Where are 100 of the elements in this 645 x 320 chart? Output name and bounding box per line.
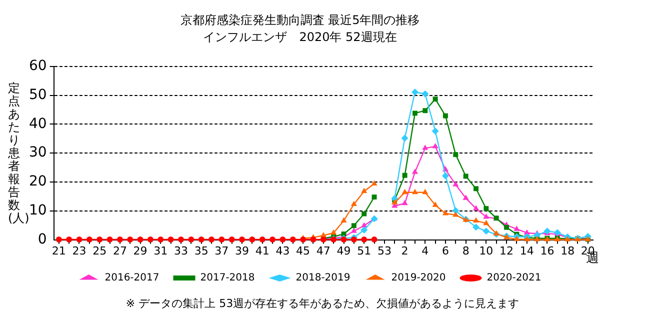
point	[462, 194, 469, 200]
x-tick-label: 33	[174, 244, 188, 258]
chart-title: 京都府感染症発生動向調査 最近5年間の推移	[179, 12, 421, 29]
point	[340, 217, 347, 222]
point	[422, 90, 429, 98]
point	[249, 236, 256, 243]
point	[484, 206, 489, 212]
point	[493, 230, 500, 236]
point	[402, 172, 408, 178]
point	[371, 180, 378, 186]
point	[371, 236, 378, 243]
point	[228, 236, 235, 243]
point	[280, 236, 286, 243]
y-tick-label: 50	[28, 86, 47, 103]
point	[442, 210, 449, 216]
point	[472, 217, 480, 222]
x-tick-label: 31	[154, 244, 168, 258]
x-tick-label: 4	[422, 244, 429, 258]
point	[422, 144, 428, 150]
point	[401, 134, 408, 142]
point	[411, 88, 418, 96]
point	[361, 236, 368, 243]
chart-subtitle: インフルエンザ 2020年 52週現在	[202, 29, 398, 46]
point	[147, 236, 154, 243]
point	[482, 228, 490, 235]
point	[483, 213, 490, 219]
point	[361, 188, 368, 193]
legend-label: 2020-2021	[486, 272, 542, 284]
y-tick-label: 10	[28, 202, 47, 219]
point	[514, 236, 520, 241]
point	[86, 236, 92, 243]
point	[483, 220, 490, 226]
point	[96, 236, 103, 243]
y-tick-label: 40	[28, 116, 47, 132]
point	[259, 236, 266, 243]
point	[66, 236, 72, 243]
x-tick-label: 39	[235, 244, 250, 258]
point	[514, 226, 520, 231]
point	[452, 211, 459, 217]
point	[106, 236, 113, 243]
point	[402, 200, 408, 206]
y-tick-label: 30	[28, 144, 47, 161]
point	[412, 188, 418, 194]
x-tick-label: 21	[52, 244, 66, 258]
x-tick-label: 18	[560, 244, 575, 258]
legend-label: 2019-2020	[391, 272, 446, 284]
point	[360, 226, 368, 234]
x-tick-label: 10	[479, 244, 494, 258]
x-tick-label: 53	[377, 244, 392, 258]
x-tick-label: 41	[255, 244, 270, 258]
x-tick-label: 23	[72, 244, 86, 258]
point	[198, 236, 204, 243]
x-tick-label: 49	[336, 244, 351, 258]
point	[137, 236, 144, 243]
point	[116, 236, 123, 243]
y-tick-label: 20	[28, 174, 47, 190]
point	[432, 202, 438, 207]
point	[290, 236, 296, 243]
legend-label: 2017-2018	[200, 272, 255, 284]
point	[351, 223, 356, 228]
text: ※ データの集計上 53週が存在する年があるため、欠損値があるように見えます	[124, 296, 520, 311]
point	[453, 152, 458, 158]
point	[168, 236, 174, 243]
point	[422, 108, 428, 114]
point	[504, 224, 509, 230]
point	[208, 236, 214, 243]
point	[178, 236, 184, 243]
point	[76, 236, 82, 243]
point	[432, 96, 438, 102]
point	[472, 205, 480, 210]
x-tick-label: 14	[520, 244, 534, 258]
x-tick-label: 37	[214, 244, 229, 258]
point	[422, 188, 428, 194]
point	[218, 236, 225, 243]
text: 定点あたり患者報告数(人)	[8, 81, 30, 225]
x-tick-label: 6	[442, 244, 449, 258]
point	[56, 236, 62, 243]
point	[463, 174, 468, 179]
point	[402, 188, 408, 194]
point	[300, 236, 306, 243]
x-tick-label: 8	[462, 244, 470, 258]
point	[270, 236, 276, 243]
x-tick-label: 25	[92, 244, 107, 258]
point	[443, 113, 448, 118]
x-tick-label: 45	[296, 244, 310, 258]
x-tick-label: 27	[112, 244, 127, 258]
point	[472, 224, 480, 231]
point	[452, 181, 459, 186]
point	[432, 128, 439, 135]
x-tick-label: 35	[194, 244, 208, 258]
point	[310, 236, 316, 243]
point	[350, 236, 357, 243]
point	[350, 200, 357, 206]
point	[412, 110, 418, 116]
point	[442, 172, 449, 180]
x-tick-label: 2	[401, 244, 408, 258]
point	[330, 229, 337, 235]
point	[362, 211, 367, 216]
point	[350, 228, 357, 233]
legend-label: 2018-2019	[296, 272, 350, 284]
